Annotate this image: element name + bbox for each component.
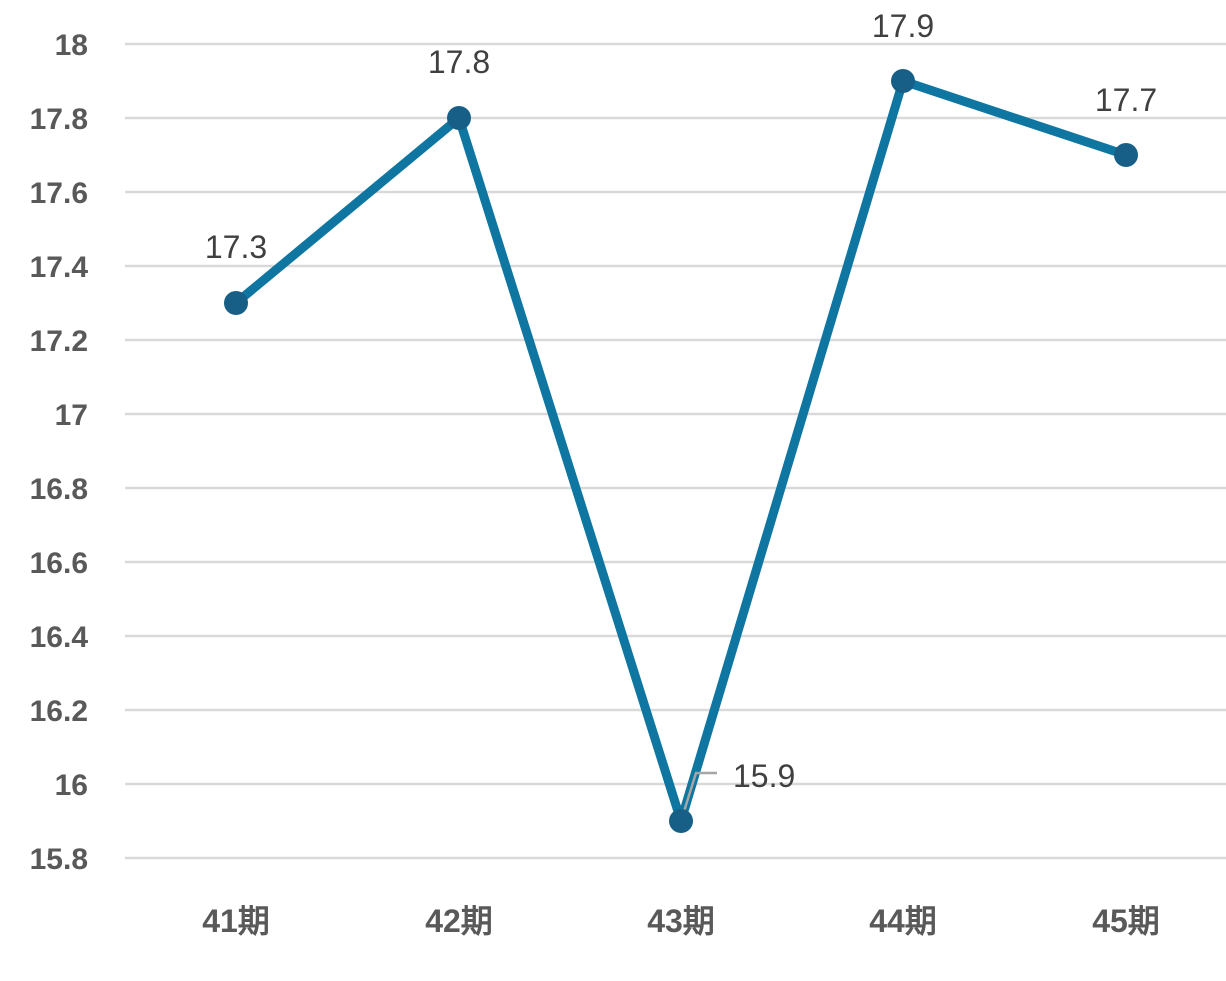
y-tick-label: 16.2	[30, 695, 88, 728]
y-tick-label: 17.4	[30, 251, 89, 284]
x-tick-label: 41期	[202, 903, 270, 939]
y-tick-label: 16	[55, 769, 88, 802]
y-tick-label: 18	[55, 29, 88, 62]
data-label: 17.7	[1095, 82, 1157, 118]
y-tick-label: 17.8	[30, 103, 88, 136]
y-tick-label: 17.6	[30, 177, 88, 210]
y-tick-label: 16.4	[30, 621, 89, 654]
y-tick-label: 16.8	[30, 473, 88, 506]
data-point	[1114, 143, 1138, 167]
data-label: 17.9	[872, 8, 934, 44]
data-point	[224, 291, 248, 315]
y-tick-label: 17.2	[30, 325, 88, 358]
y-tick-label: 17	[55, 399, 88, 432]
y-tick-label: 15.8	[30, 843, 88, 876]
data-point	[447, 106, 471, 130]
x-tick-label: 44期	[869, 903, 937, 939]
x-tick-label: 43期	[647, 903, 715, 939]
data-point	[891, 69, 915, 93]
y-tick-label: 16.6	[30, 547, 88, 580]
label-leader-line	[679, 771, 717, 822]
data-label: 17.3	[205, 229, 267, 265]
x-tick-label: 42期	[425, 903, 493, 939]
data-point	[669, 809, 693, 833]
data-label: 15.9	[733, 758, 795, 794]
data-label: 17.8	[428, 44, 490, 80]
x-tick-label: 45期	[1092, 903, 1160, 939]
